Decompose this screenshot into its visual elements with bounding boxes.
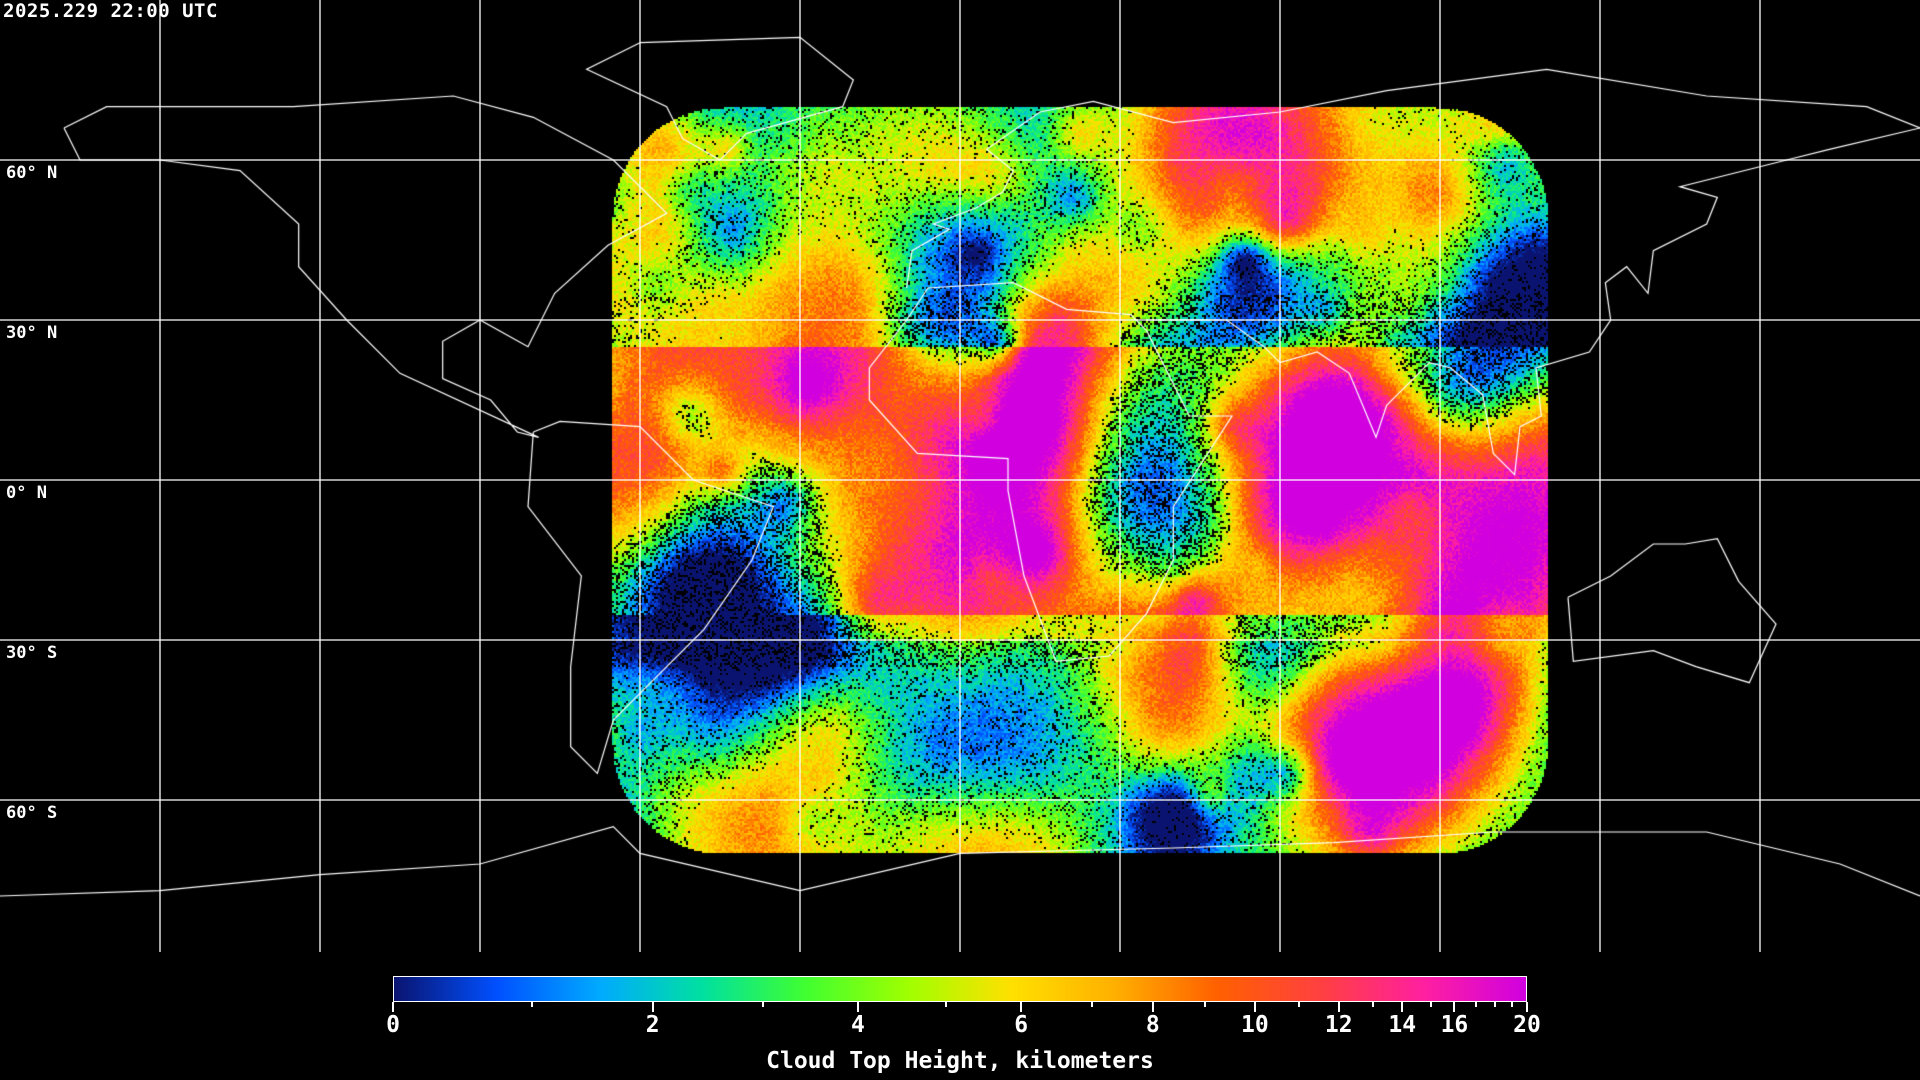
tick-label: 14 bbox=[1388, 1012, 1417, 1038]
colorbar bbox=[393, 976, 1527, 1002]
lat-label-30n: 30° N bbox=[6, 323, 58, 343]
tick-label: 12 bbox=[1324, 1012, 1353, 1038]
tick-label: 16 bbox=[1440, 1012, 1469, 1038]
satellite-map bbox=[0, 0, 1920, 960]
major-tick bbox=[392, 1002, 394, 1012]
major-tick bbox=[1526, 1002, 1528, 1012]
minor-tick bbox=[1090, 1002, 1093, 1007]
tick-label: 2 bbox=[645, 1012, 660, 1038]
tick-label: 6 bbox=[1014, 1012, 1029, 1038]
minor-tick bbox=[1494, 1002, 1497, 1007]
tick-label: 10 bbox=[1240, 1012, 1269, 1038]
colorbar-title: Cloud Top Height, kilometers bbox=[766, 1048, 1154, 1074]
major-tick bbox=[1020, 1002, 1023, 1012]
tick-label: 0 bbox=[386, 1012, 400, 1038]
tick-label: 4 bbox=[851, 1012, 865, 1038]
major-tick bbox=[1337, 1002, 1340, 1012]
minor-tick bbox=[1203, 1002, 1206, 1007]
lat-label-0n: 0° N bbox=[6, 483, 47, 503]
major-tick bbox=[856, 1002, 859, 1012]
minor-tick bbox=[1474, 1002, 1477, 1007]
lat-label-30s: 30° S bbox=[6, 643, 58, 663]
minor-tick bbox=[945, 1002, 948, 1007]
lat-label-60s: 60° S bbox=[6, 803, 58, 823]
minor-tick bbox=[1298, 1002, 1301, 1007]
lat-lon-grid bbox=[0, 0, 1920, 952]
major-tick bbox=[1253, 1002, 1256, 1012]
minor-tick bbox=[1429, 1002, 1432, 1007]
minor-tick bbox=[761, 1002, 764, 1007]
minor-tick bbox=[531, 1002, 534, 1007]
lat-label-60n: 60° N bbox=[6, 163, 58, 183]
major-tick bbox=[1151, 1002, 1154, 1012]
minor-tick bbox=[1511, 1002, 1514, 1007]
major-tick bbox=[1453, 1002, 1456, 1012]
minor-tick bbox=[1371, 1002, 1374, 1007]
tick-label: 8 bbox=[1145, 1012, 1160, 1038]
major-tick bbox=[1401, 1002, 1404, 1012]
major-tick bbox=[651, 1002, 654, 1012]
tick-label: 20 bbox=[1513, 1012, 1541, 1038]
timestamp: 2025.229 22:00 UTC bbox=[3, 0, 218, 22]
